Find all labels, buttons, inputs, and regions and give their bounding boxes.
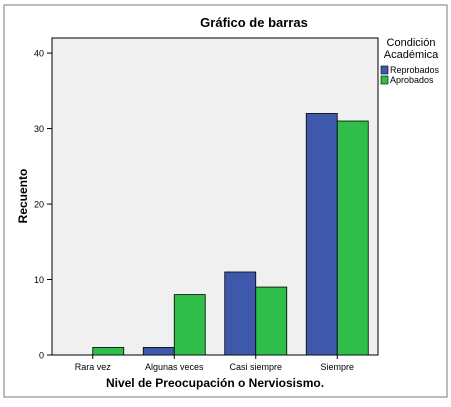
legend-title-line-1: Condición: [387, 37, 436, 49]
x-tick-label: Siempre: [320, 362, 354, 372]
y-tick-label: 20: [34, 200, 44, 210]
bar-aprobados-0: [92, 347, 125, 356]
bar-reprobados-2: [224, 271, 257, 356]
x-tick-label: Algunas veces: [145, 362, 204, 372]
y-tick-label: 10: [34, 275, 44, 285]
legend-label-reprobados: Reprobados: [390, 65, 440, 75]
bar-aprobados-2: [255, 286, 288, 356]
legend-title-line-2: Académica: [384, 49, 439, 61]
bar-reprobados-3: [305, 113, 338, 356]
x-axis: Rara vez Algunas veces Casi siempre Siempre: [75, 355, 354, 372]
legend: Condición Académica Reprobados Aprobados: [380, 37, 440, 85]
y-tick-label: 0: [39, 351, 44, 361]
bar-aprobados-1: [173, 294, 206, 356]
x-tick-label: Rara vez: [75, 362, 112, 372]
x-axis-label: Nivel de Preocupación o Nerviosismo.: [106, 376, 324, 390]
legend-label-aprobados: Aprobados: [390, 75, 434, 85]
chart-title: Gráfico de barras: [200, 15, 308, 30]
bars-group: [92, 113, 369, 356]
y-axis: 0 10 20 30 40: [34, 49, 52, 361]
legend-swatch-reprobados: [380, 65, 389, 75]
y-tick-label: 30: [34, 124, 44, 134]
x-tick-label: Casi siempre: [229, 362, 282, 372]
y-axis-label: Recuento: [16, 169, 30, 224]
legend-swatch-aprobados: [380, 75, 389, 85]
bar-aprobados-3: [336, 120, 369, 356]
y-tick-label: 40: [34, 49, 44, 59]
bar-reprobados-1: [142, 347, 175, 356]
